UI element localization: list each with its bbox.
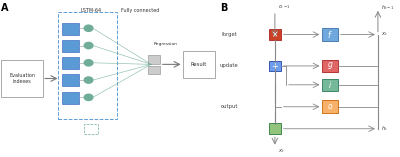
Circle shape	[84, 42, 93, 49]
FancyBboxPatch shape	[62, 57, 79, 69]
FancyBboxPatch shape	[269, 29, 281, 40]
FancyBboxPatch shape	[322, 100, 338, 113]
FancyBboxPatch shape	[62, 92, 79, 104]
FancyBboxPatch shape	[148, 66, 160, 74]
FancyBboxPatch shape	[62, 74, 79, 86]
FancyBboxPatch shape	[148, 55, 160, 64]
Circle shape	[84, 60, 93, 66]
Text: $\times$: $\times$	[271, 30, 278, 39]
Text: LSTM-64: LSTM-64	[80, 8, 101, 13]
Text: $+$: $+$	[271, 61, 279, 71]
Text: Fully connected: Fully connected	[121, 8, 160, 13]
Text: Result: Result	[190, 62, 207, 67]
Text: A: A	[1, 3, 8, 13]
Text: $h_t$: $h_t$	[381, 124, 388, 133]
Text: update: update	[219, 63, 238, 68]
Text: $i$: $i$	[328, 79, 332, 90]
Text: $f$: $f$	[327, 29, 333, 40]
Circle shape	[84, 77, 93, 83]
FancyBboxPatch shape	[1, 60, 43, 97]
Text: $x_t$: $x_t$	[278, 148, 284, 155]
FancyBboxPatch shape	[182, 51, 215, 78]
Text: B: B	[220, 3, 227, 13]
FancyBboxPatch shape	[322, 60, 338, 72]
Text: $g$: $g$	[327, 60, 333, 71]
Text: Regression: Regression	[153, 42, 177, 46]
FancyBboxPatch shape	[269, 61, 281, 71]
FancyBboxPatch shape	[322, 28, 338, 41]
Text: Evaluation
indexes: Evaluation indexes	[9, 73, 35, 84]
Text: $c_{t-1}$: $c_{t-1}$	[278, 3, 290, 11]
FancyBboxPatch shape	[269, 123, 281, 134]
Text: $x_t$: $x_t$	[381, 31, 388, 38]
Text: output: output	[220, 104, 238, 109]
FancyBboxPatch shape	[62, 40, 79, 52]
FancyBboxPatch shape	[62, 23, 79, 35]
Text: forget: forget	[222, 32, 238, 37]
Text: $h_{t-1}$: $h_{t-1}$	[381, 3, 394, 11]
Text: $o$: $o$	[327, 102, 333, 111]
Circle shape	[84, 25, 93, 31]
Circle shape	[84, 94, 93, 100]
FancyBboxPatch shape	[322, 78, 338, 91]
